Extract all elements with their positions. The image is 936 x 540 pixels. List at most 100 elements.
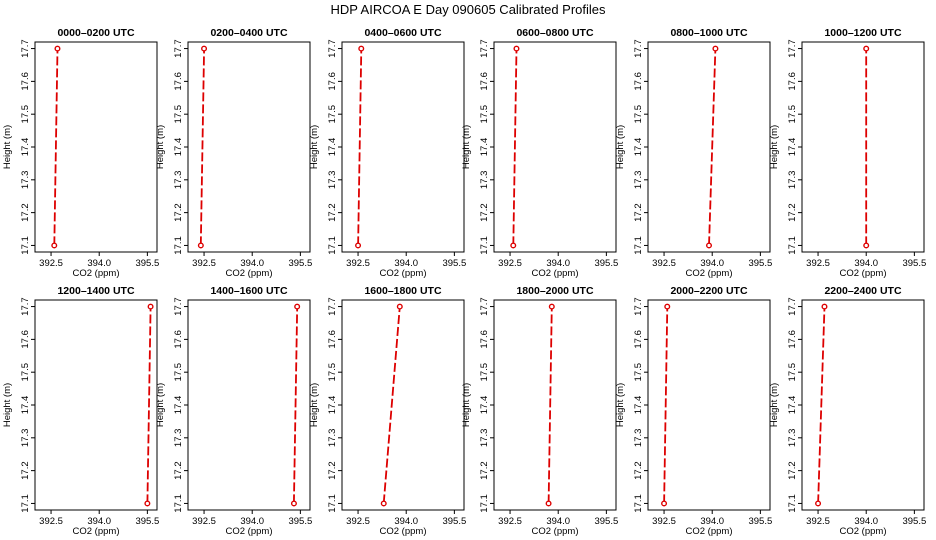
y-tick-label: 17.2 <box>20 461 31 480</box>
panel-title: 0400–0600 UTC <box>364 27 441 39</box>
plot-frame <box>187 41 311 253</box>
x-tick-label: 392.5 <box>806 516 830 527</box>
plot-frame <box>187 299 311 511</box>
x-tick-label: 392.5 <box>806 258 830 269</box>
y-tick-label: 17.6 <box>173 330 184 349</box>
y-tick-label: 17.4 <box>173 138 184 157</box>
panel-title: 0600–0800 UTC <box>516 27 593 39</box>
y-tick-label: 17.4 <box>20 138 31 157</box>
panel-title: 1600–1800 UTC <box>364 285 441 297</box>
data-point <box>380 500 387 507</box>
figure-title: HDP AIRCOA E Day 090605 Calibrated Profi… <box>330 2 606 17</box>
y-tick-label: 17.1 <box>173 494 184 513</box>
profile-line <box>199 48 205 246</box>
y-tick-label: 17.5 <box>633 105 644 124</box>
profile-line <box>293 306 299 504</box>
profile-panel: 1000–1200 UTC 392.5 394.0 395.5 17.1 17.2 17.3… <box>769 27 926 279</box>
y-tick-label: 17.7 <box>173 297 184 316</box>
y-tick-label: 17.6 <box>479 330 490 349</box>
y-tick-label: 17.5 <box>327 363 338 382</box>
y-tick-label: 17.1 <box>20 236 31 255</box>
y-tick-label: 17.6 <box>633 72 644 91</box>
y-tick-label: 17.2 <box>327 461 338 480</box>
y-tick-label: 17.1 <box>327 236 338 255</box>
profile-panel: 1400–1600 UTC 392.5 394.0 395.5 17.1 17.2 17.3… <box>155 285 312 537</box>
y-tick-label: 17.7 <box>633 297 644 316</box>
y-tick-label: 17.5 <box>173 105 184 124</box>
x-tick-label: 394.0 <box>240 516 264 527</box>
profile-panel: 0000–0200 UTC 392.5 394.0 395.5 17.1 17.2 17.3… <box>2 27 159 279</box>
y-axis-label: Height (m) <box>769 383 780 427</box>
y-tick-label: 17.3 <box>633 171 644 190</box>
data-point <box>510 242 517 249</box>
x-tick-label: 395.5 <box>442 516 466 527</box>
y-tick-label: 17.2 <box>633 203 644 222</box>
y-tick-label: 17.2 <box>173 461 184 480</box>
y-tick-label: 17.5 <box>479 105 490 124</box>
x-axis-label: CO2 (ppm) <box>73 526 120 537</box>
y-tick-label: 17.6 <box>633 330 644 349</box>
y-tick-label: 17.7 <box>327 297 338 316</box>
data-point <box>706 242 713 249</box>
x-tick-label: 395.5 <box>135 516 159 527</box>
x-tick-label: 394.0 <box>240 258 264 269</box>
y-tick-label: 17.7 <box>787 39 798 58</box>
data-point <box>863 242 870 249</box>
y-tick-label: 17.7 <box>479 39 490 58</box>
profile-panel: 0200–0400 UTC 392.5 394.0 395.5 17.1 17.2 17.3… <box>155 27 312 279</box>
y-tick-label: 17.6 <box>20 72 31 91</box>
profile-panel: 1200–1400 UTC 392.5 394.0 395.5 17.1 17.2 17.3… <box>2 285 159 537</box>
y-tick-label: 17.4 <box>633 138 644 157</box>
y-axis-label: Height (m) <box>615 125 626 169</box>
y-tick-label: 17.3 <box>479 429 490 448</box>
y-tick-label: 17.7 <box>173 39 184 58</box>
y-tick-label: 17.4 <box>327 138 338 157</box>
y-tick-label: 17.6 <box>479 72 490 91</box>
x-tick-label: 392.5 <box>346 516 370 527</box>
x-tick-label: 395.5 <box>442 258 466 269</box>
x-tick-label: 394.0 <box>87 258 111 269</box>
data-point <box>355 242 362 249</box>
y-tick-label: 17.6 <box>327 330 338 349</box>
x-axis-label: CO2 (ppm) <box>226 526 273 537</box>
y-tick-label: 17.2 <box>479 461 490 480</box>
profile-panel: 0800–1000 UTC 392.5 394.0 395.5 17.1 17.2 17.3… <box>615 27 772 279</box>
y-tick-label: 17.5 <box>20 105 31 124</box>
y-axis-label: Height (m) <box>615 383 626 427</box>
y-tick-label: 17.3 <box>327 171 338 190</box>
panel-title: 0000–0200 UTC <box>57 27 134 39</box>
data-point <box>290 500 297 507</box>
y-tick-label: 17.7 <box>633 39 644 58</box>
profile-line <box>817 306 826 504</box>
plot-frame <box>341 299 465 511</box>
x-axis-label: CO2 (ppm) <box>532 526 579 537</box>
y-tick-label: 17.5 <box>173 363 184 382</box>
data-point <box>712 45 719 52</box>
y-tick-label: 17.1 <box>633 494 644 513</box>
profile-line <box>708 48 717 246</box>
y-tick-label: 17.4 <box>327 396 338 415</box>
y-tick-label: 17.6 <box>20 330 31 349</box>
data-point <box>358 45 365 52</box>
x-tick-label: 395.5 <box>135 258 159 269</box>
y-axis-label: Height (m) <box>2 125 13 169</box>
y-tick-label: 17.1 <box>479 494 490 513</box>
y-tick-label: 17.2 <box>787 203 798 222</box>
x-axis-label: CO2 (ppm) <box>226 268 273 279</box>
data-point <box>863 45 870 52</box>
y-tick-label: 17.5 <box>787 105 798 124</box>
y-tick-label: 17.5 <box>327 105 338 124</box>
x-axis-label: CO2 (ppm) <box>840 268 887 279</box>
data-point <box>197 242 204 249</box>
x-tick-label: 394.0 <box>546 516 570 527</box>
x-tick-label: 392.5 <box>652 258 676 269</box>
profile-line <box>357 48 363 246</box>
profile-line <box>53 48 59 246</box>
panel-grid: 0000–0200 UTC 392.5 394.0 395.5 17.1 17.2 17.3… <box>2 27 926 537</box>
x-tick-label: 394.0 <box>854 258 878 269</box>
y-tick-label: 17.7 <box>20 39 31 58</box>
profile-panel: 1800–2000 UTC 392.5 394.0 395.5 17.1 17.2 17.3… <box>461 285 618 537</box>
x-axis-label: CO2 (ppm) <box>380 526 427 537</box>
x-axis-label: CO2 (ppm) <box>840 526 887 537</box>
